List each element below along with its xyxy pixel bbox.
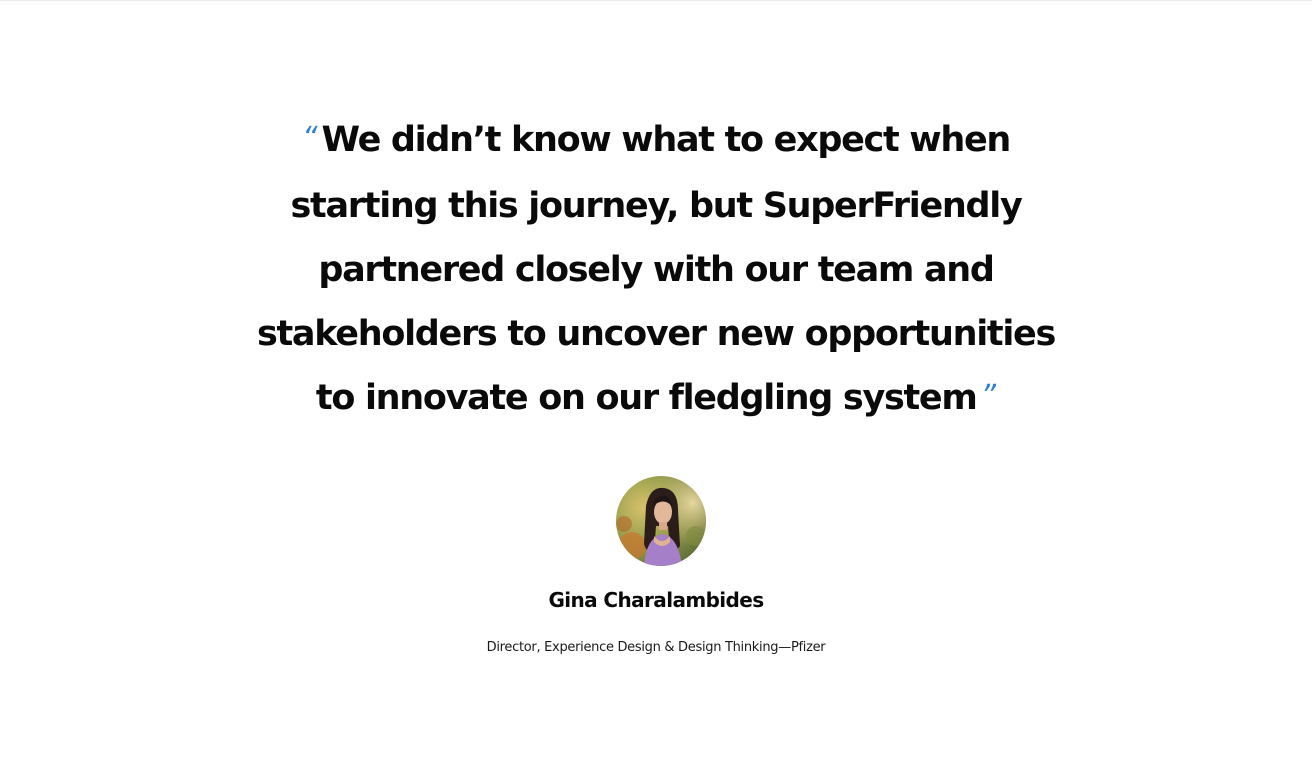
author-avatar	[616, 476, 706, 566]
person-photo-avatar-icon	[616, 476, 706, 566]
quote-line-text: stakeholders to uncover new opportunitie…	[257, 314, 1055, 354]
quote-line-4: stakeholders to uncover new opportunitie…	[226, 302, 1086, 366]
open-quote-icon: “	[302, 107, 318, 171]
author-name: Gina Charalambides	[0, 588, 1312, 612]
quote-line-3: partnered closely with our team and	[226, 238, 1086, 302]
author-role: Director, Experience Design & Design Thi…	[0, 640, 1312, 655]
quote-line-text: partnered closely with our team and	[318, 250, 993, 290]
quote-line-5: to innovate on our fledgling system”	[226, 366, 1086, 432]
quote-line-text: starting this journey, but SuperFriendly	[291, 186, 1022, 226]
quote-line-text: We didn’t know what to expect when	[322, 120, 1011, 160]
quote-line-text: to innovate on our fledgling system	[316, 378, 977, 418]
quote-line-1: “We didn’t know what to expect when	[226, 108, 1086, 174]
quote-line-2: starting this journey, but SuperFriendly	[226, 174, 1086, 238]
testimonial-quote: “We didn’t know what to expect when star…	[226, 108, 1086, 432]
close-quote-icon: ”	[981, 365, 997, 429]
